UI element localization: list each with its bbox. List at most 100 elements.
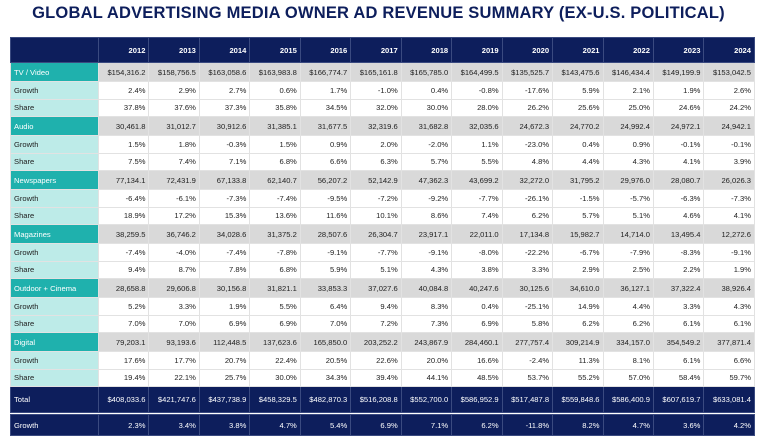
row-label: Audio (10, 116, 99, 136)
cell: 5.1% (350, 260, 402, 279)
cell: 4.2% (703, 414, 755, 436)
cell: -7.3% (198, 189, 251, 208)
year-header: 2023 (652, 37, 705, 63)
cell: 6.4% (299, 297, 352, 316)
cell: 6.9% (249, 314, 301, 333)
cell: 8.7% (148, 260, 200, 279)
cell: 8.6% (400, 206, 453, 225)
cell: -8.0% (451, 243, 503, 262)
cell: -0.3% (198, 135, 251, 154)
cell: 39.4% (350, 368, 402, 387)
cell: 10.1% (350, 206, 402, 225)
cell: -1.0% (350, 81, 402, 100)
cell: 4.1% (652, 152, 705, 171)
cell: 37.6% (148, 98, 200, 117)
cell: 0.4% (552, 135, 604, 154)
cell: 31,385.1 (249, 116, 301, 136)
cell: 20.0% (400, 351, 453, 370)
cell: 34.3% (299, 368, 352, 387)
cell: $165,161.8 (350, 62, 402, 82)
cell: -7.8% (249, 243, 301, 262)
cell: $586,952.9 (451, 386, 503, 413)
year-header: 2014 (198, 37, 251, 63)
cell: 3.9% (703, 152, 755, 171)
metric-row: Growth -6.4% -6.1% -7.3% -7.4% -9.5% -7.2% -9.2… (10, 189, 755, 208)
cell: -26.1% (501, 189, 554, 208)
cell: -6.4% (97, 189, 150, 208)
cell: 3.3% (148, 297, 200, 316)
cell: 36,746.2 (148, 224, 200, 244)
cell: -8.3% (652, 243, 705, 262)
cell: 31,682.8 (400, 116, 453, 136)
cell: 29,606.8 (148, 278, 200, 298)
cell: 11.6% (299, 206, 352, 225)
cell: 28.0% (451, 98, 503, 117)
row-label: Outdoor + Cinema (10, 278, 99, 298)
cell: 36,127.1 (602, 278, 654, 298)
cell: 1.9% (703, 260, 755, 279)
metric-row: Growth -7.4% -4.0% -7.4% -7.8% -9.1% -7.7% -9.1… (10, 243, 755, 262)
cell: -4.0% (148, 243, 200, 262)
row-label: Share (10, 368, 99, 387)
cell: 25.7% (198, 368, 251, 387)
cell: 24,942.1 (703, 116, 755, 136)
year-header: 2013 (148, 37, 200, 63)
cell: 22.1% (148, 368, 200, 387)
cell: 2.4% (97, 81, 150, 100)
cell: 112,448.5 (198, 332, 251, 352)
cell: 6.8% (249, 260, 301, 279)
cell: -1.5% (552, 189, 604, 208)
cell: 4.8% (501, 152, 554, 171)
cell: 6.8% (249, 152, 301, 171)
cell: 6.6% (299, 152, 352, 171)
cell: 31,821.1 (249, 278, 301, 298)
cell: 6.2% (451, 414, 503, 436)
metric-row: Growth 1.5% 1.8% -0.3% 1.5% 0.9% 2.0% -2.0% 1.1%… (10, 135, 755, 154)
spacer (10, 412, 755, 415)
cell: 30.0% (400, 98, 453, 117)
cell: $559,848.6 (552, 386, 604, 413)
cell: 243,867.9 (400, 332, 453, 352)
row-label: Growth (10, 243, 99, 262)
segment-row: Newspapers 77,134.1 72,431.9 67,133.8 62,140… (10, 170, 755, 190)
header-row: 2012 2013 2014 2015 2016 2017 2018 2019 2020 2021… (10, 37, 755, 63)
cell: $143,475.6 (552, 62, 604, 82)
cell: 22.6% (350, 351, 402, 370)
cell: -9.5% (299, 189, 352, 208)
cell: 31,012.7 (148, 116, 200, 136)
cell: -17.6% (501, 81, 554, 100)
cell: 79,203.1 (97, 332, 150, 352)
cell: 1.8% (148, 135, 200, 154)
segment-row: Outdoor + Cinema 28,658.8 29,606.8 30,156.8… (10, 278, 755, 298)
cell: 4.3% (703, 297, 755, 316)
cell: 47,362.3 (400, 170, 453, 190)
cell: 28,080.7 (652, 170, 705, 190)
cell: $164,499.5 (451, 62, 503, 82)
cell: 2.5% (602, 260, 654, 279)
cell: 5.8% (501, 314, 554, 333)
cell: 1.5% (249, 135, 301, 154)
cell: $607,619.7 (652, 386, 705, 413)
row-label: TV / Video (10, 62, 99, 82)
cell: 0.6% (249, 81, 301, 100)
cell: 9.4% (350, 297, 402, 316)
row-label: Share (10, 98, 99, 117)
cell: 7.4% (148, 152, 200, 171)
cell: $135,525.7 (501, 62, 554, 82)
cell: 7.1% (198, 152, 251, 171)
cell: 25.6% (552, 98, 604, 117)
cell: 37,322.4 (652, 278, 705, 298)
cell: 24,992.4 (602, 116, 654, 136)
cell: 137,623.6 (249, 332, 301, 352)
cell: -25.1% (501, 297, 554, 316)
row-label: Growth (10, 189, 99, 208)
cell: 67,133.8 (198, 170, 251, 190)
row-label: Digital (10, 332, 99, 352)
cell: 4.7% (602, 414, 654, 436)
cell: 52,142.9 (350, 170, 402, 190)
row-label: Share (10, 314, 99, 333)
cell: 24,972.1 (652, 116, 705, 136)
metric-row: Share 37.8% 37.6% 37.3% 35.8% 34.5% 32.0% 30.0%… (10, 98, 755, 117)
cell: 6.3% (350, 152, 402, 171)
cell: 18.9% (97, 206, 150, 225)
